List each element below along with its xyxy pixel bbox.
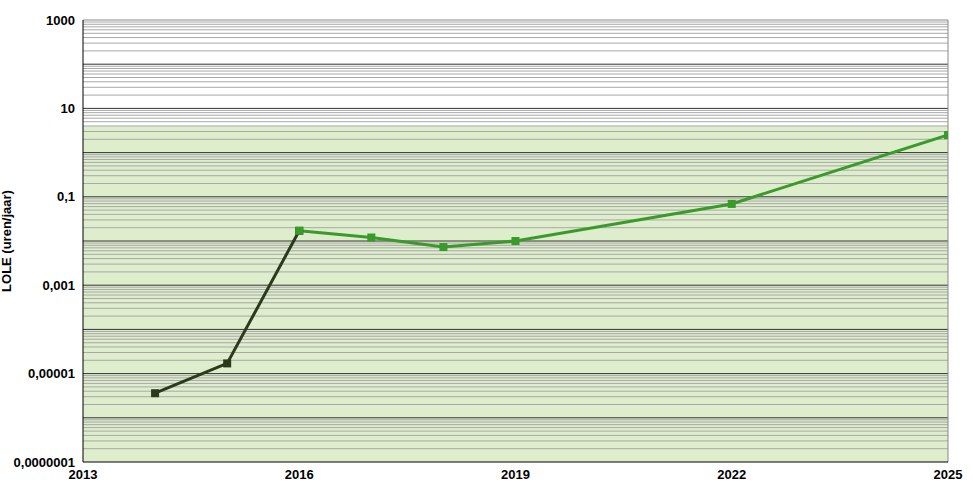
svg-text:2022: 2022: [717, 467, 746, 482]
svg-text:1000: 1000: [46, 13, 75, 28]
svg-text:0,00001: 0,00001: [28, 366, 75, 381]
svg-text:0,001: 0,001: [42, 278, 75, 293]
svg-text:0,0000001: 0,0000001: [14, 455, 75, 470]
svg-text:10: 10: [61, 101, 75, 116]
svg-text:2025: 2025: [934, 467, 963, 482]
svg-text:2016: 2016: [285, 467, 314, 482]
svg-text:2013: 2013: [68, 467, 98, 483]
svg-text:2019: 2019: [501, 467, 530, 482]
svg-text:LOLE (uren/jaar): LOLE (uren/jaar): [8, 190, 14, 292]
svg-text:0,1: 0,1: [57, 189, 75, 204]
